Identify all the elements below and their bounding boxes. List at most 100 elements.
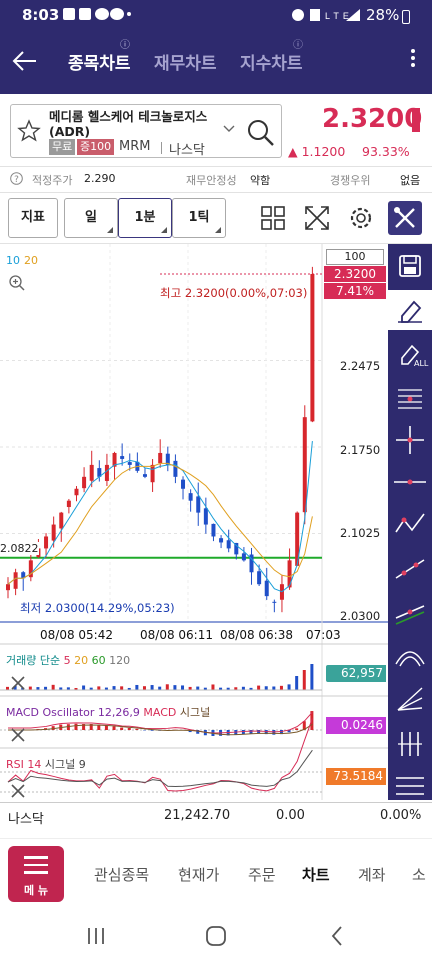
horizontal-lines-icon[interactable] xyxy=(388,766,432,806)
star-favorite-icon[interactable] xyxy=(17,119,41,143)
volume-bar xyxy=(165,684,169,690)
zoom-icon[interactable] xyxy=(8,274,26,292)
nav-more[interactable]: 소 xyxy=(412,866,426,884)
volume-bar xyxy=(219,687,223,690)
x-tick-3: 08/08 06:38 xyxy=(220,628,293,642)
volume-bar xyxy=(150,685,154,690)
nav-order[interactable]: 주문 xyxy=(248,866,276,884)
nav-watchlist[interactable]: 관심종목 xyxy=(94,866,150,884)
macd-bar xyxy=(127,727,131,730)
rsi-value-tag: 73.5184 xyxy=(326,768,386,785)
index-percent: 0.00% xyxy=(380,808,422,823)
y-tick-1: 2.2475 xyxy=(340,359,381,373)
nav-current-price[interactable]: 현재가 xyxy=(178,866,220,884)
exchange-name: 나스닥 xyxy=(169,143,205,158)
polyline-icon[interactable] xyxy=(388,504,432,544)
period-minute-button[interactable]: 1분 xyxy=(118,198,172,238)
volume-bar xyxy=(203,687,207,690)
tab-stock-chart[interactable]: 종목차트 xyxy=(68,54,131,74)
crosshair-icon[interactable] xyxy=(388,420,432,460)
fullscreen-icon[interactable] xyxy=(302,203,332,233)
home-icon[interactable] xyxy=(204,924,228,948)
tab-index-chart[interactable]: 지수차트 xyxy=(240,54,303,74)
horizontal-line-icon[interactable] xyxy=(388,462,432,502)
macd-bar xyxy=(120,727,124,730)
nav-account[interactable]: 계좌 xyxy=(358,866,386,884)
fibonacci-icon[interactable] xyxy=(388,378,432,418)
back-icon[interactable] xyxy=(326,924,350,948)
trendline-icon[interactable] xyxy=(388,548,432,588)
more-menu-icon[interactable] xyxy=(408,46,418,78)
status-bar: 8:03 LTE 28% xyxy=(0,0,432,34)
price-change-percent: 93.33% xyxy=(362,144,410,159)
macd-bar xyxy=(104,725,108,730)
chart-low-label: 최저 2.0300(14.29%,05:23) xyxy=(20,601,175,615)
close-volume-icon[interactable] xyxy=(10,675,26,691)
indicator-button[interactable]: 지표 xyxy=(8,198,58,238)
chevron-down-icon[interactable] xyxy=(223,125,235,133)
period-day-button[interactable]: 일 xyxy=(64,198,118,238)
nav-chart[interactable]: 차트 xyxy=(302,866,330,884)
help-icon[interactable]: ? xyxy=(10,172,23,185)
layout-grid-icon[interactable] xyxy=(258,203,288,233)
volume-bar xyxy=(211,684,215,690)
free-badge: 무료 xyxy=(49,139,76,155)
candle-body xyxy=(264,580,269,597)
recent-apps-icon[interactable] xyxy=(84,924,108,948)
fan-line-icon[interactable] xyxy=(388,680,432,720)
menu-label: 메 뉴 xyxy=(23,884,49,897)
candle-body xyxy=(74,488,79,496)
parallel-line-icon[interactable] xyxy=(388,592,432,632)
candle-body xyxy=(28,560,33,578)
vertical-lines-icon[interactable] xyxy=(388,724,432,764)
candle-body xyxy=(219,538,224,543)
macd-bar xyxy=(89,724,93,730)
volume-bar xyxy=(97,686,101,690)
candle-body xyxy=(234,542,239,555)
back-arrow-icon[interactable] xyxy=(10,46,40,76)
volume-bar xyxy=(142,686,146,690)
drawing-tools-icon[interactable] xyxy=(388,201,422,235)
svg-text:ALL: ALL xyxy=(414,359,429,368)
index-change: 0.00 xyxy=(276,808,305,823)
volume-bar xyxy=(188,686,192,690)
candle-body xyxy=(120,456,125,459)
arc-icon[interactable] xyxy=(388,636,432,676)
search-icon[interactable] xyxy=(246,118,276,148)
volume-bar xyxy=(295,676,299,690)
index-value: 21,242.70 xyxy=(164,808,231,823)
macd-bar xyxy=(241,730,245,735)
rsi-line xyxy=(7,718,313,792)
price-chart[interactable] xyxy=(0,244,388,800)
volume-bar xyxy=(181,685,185,690)
candle-body xyxy=(196,496,201,513)
divider xyxy=(161,142,162,154)
volume-bar xyxy=(234,687,238,690)
volume-bar xyxy=(13,686,17,690)
volume-bar xyxy=(257,685,261,690)
macd-signal-line xyxy=(8,723,313,736)
eraser-tool[interactable] xyxy=(388,290,432,330)
tab-financial-chart[interactable]: 재무차트 xyxy=(154,54,217,74)
volume-bar xyxy=(120,686,124,690)
candle-body xyxy=(142,474,147,477)
macd-bar xyxy=(51,726,55,730)
y-tick-4: 2.0300 xyxy=(340,609,381,623)
volume-bar xyxy=(89,687,93,690)
close-macd-icon[interactable] xyxy=(10,727,26,743)
candle-body xyxy=(257,571,262,585)
settings-gear-icon[interactable] xyxy=(346,203,376,233)
save-icon[interactable] xyxy=(388,246,432,286)
status-time: 8:03 xyxy=(22,6,60,24)
candle-count-box[interactable]: 100 xyxy=(326,249,384,265)
menu-button[interactable]: 메 뉴 xyxy=(8,846,64,902)
stock-selector[interactable]: 메디롬 헬스케어 테크놀로지스(ADR) 무료 증100 MRM 나스닥 xyxy=(10,104,282,158)
app-header: 종목차트 ⓘ 재무차트 지수차트 ⓘ xyxy=(0,34,432,94)
competitive-rank-value: 없음 xyxy=(400,174,421,187)
period-tick-button[interactable]: 1틱 xyxy=(172,198,226,238)
eraser-all-icon[interactable]: ALL xyxy=(388,334,432,374)
volume-bar xyxy=(6,686,9,690)
price-indicator-bar xyxy=(412,108,420,132)
close-rsi-icon[interactable] xyxy=(10,783,26,799)
current-pct-tag: 7.41% xyxy=(324,283,386,299)
